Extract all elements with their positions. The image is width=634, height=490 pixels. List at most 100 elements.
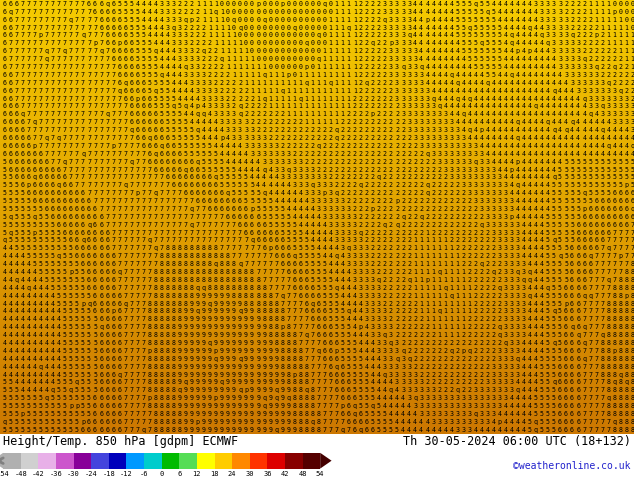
Text: 9: 9 [202, 387, 206, 393]
Text: 2: 2 [220, 64, 224, 70]
Text: 8: 8 [196, 245, 200, 251]
Text: 5: 5 [244, 190, 248, 196]
Text: 2: 2 [323, 135, 327, 141]
Text: 4: 4 [45, 332, 49, 338]
Text: 7: 7 [594, 356, 598, 362]
Text: 3: 3 [564, 17, 568, 23]
Text: 2: 2 [443, 174, 448, 180]
Text: 2: 2 [450, 221, 453, 228]
Text: 6: 6 [93, 214, 97, 220]
Text: 6: 6 [287, 261, 290, 267]
Text: 7: 7 [136, 411, 139, 417]
Text: 4: 4 [534, 198, 538, 204]
Text: 4: 4 [474, 135, 477, 141]
Text: 5: 5 [462, 17, 465, 23]
Text: 7: 7 [63, 119, 67, 125]
Text: 3: 3 [564, 64, 568, 70]
Text: 9: 9 [220, 324, 224, 330]
Text: 3: 3 [292, 159, 296, 165]
Text: 3: 3 [606, 88, 611, 94]
Text: q: q [576, 332, 580, 338]
Text: 7: 7 [588, 300, 592, 307]
Text: q: q [479, 221, 484, 228]
Text: 2: 2 [486, 348, 489, 354]
Text: 6: 6 [328, 348, 333, 354]
Text: 2: 2 [304, 159, 308, 165]
Text: 2: 2 [383, 80, 387, 86]
Text: 4: 4 [534, 245, 538, 251]
Text: 1: 1 [353, 40, 357, 47]
Text: 5: 5 [208, 151, 212, 157]
Text: 0: 0 [299, 9, 302, 15]
Text: 5: 5 [474, 17, 477, 23]
Text: 9: 9 [184, 411, 188, 417]
Text: 3: 3 [196, 56, 200, 62]
Text: 7: 7 [165, 198, 169, 204]
Text: 2: 2 [365, 88, 369, 94]
Text: 6: 6 [335, 371, 339, 377]
Text: 6: 6 [33, 190, 37, 196]
Text: 6: 6 [105, 230, 109, 236]
Text: 2: 2 [365, 32, 369, 39]
Text: 2: 2 [365, 190, 369, 196]
Text: 7: 7 [129, 190, 133, 196]
Text: 7: 7 [9, 56, 13, 62]
Text: 6: 6 [630, 190, 634, 196]
Text: 8: 8 [280, 317, 284, 322]
Text: 5: 5 [558, 182, 562, 188]
Text: 3: 3 [588, 64, 592, 70]
Text: 7: 7 [624, 238, 628, 244]
Text: 8: 8 [612, 332, 616, 338]
Text: 8: 8 [153, 371, 157, 377]
Text: 4: 4 [540, 269, 544, 275]
Text: 7: 7 [87, 72, 91, 78]
Text: 6: 6 [196, 198, 200, 204]
Text: 3: 3 [503, 293, 508, 299]
Text: 3: 3 [503, 253, 508, 259]
Text: 4: 4 [552, 143, 556, 149]
Text: 4: 4 [141, 17, 145, 23]
Text: 9: 9 [196, 411, 200, 417]
Text: 7: 7 [123, 174, 127, 180]
Text: 9: 9 [256, 317, 260, 322]
Text: 2: 2 [474, 285, 477, 291]
Text: 6: 6 [570, 285, 574, 291]
Text: 1: 1 [316, 88, 321, 94]
Text: 5: 5 [63, 293, 67, 299]
Text: p: p [498, 419, 501, 425]
Text: 3: 3 [479, 419, 484, 425]
Text: 2: 2 [280, 127, 284, 133]
Text: 2: 2 [250, 103, 254, 109]
Text: 9: 9 [238, 340, 242, 346]
Text: 2: 2 [479, 300, 484, 307]
Text: 6: 6 [564, 293, 568, 299]
Text: 3: 3 [401, 103, 405, 109]
Text: 2: 2 [401, 317, 405, 322]
Text: 5: 5 [552, 206, 556, 212]
Text: 4: 4 [401, 395, 405, 401]
Text: 2: 2 [365, 143, 369, 149]
Text: 6: 6 [15, 127, 18, 133]
Text: 2: 2 [365, 238, 369, 244]
Text: 7: 7 [69, 159, 73, 165]
Text: 7: 7 [15, 48, 18, 54]
Text: 7: 7 [33, 40, 37, 47]
Text: 7: 7 [39, 24, 42, 30]
Text: 5: 5 [184, 119, 188, 125]
Text: 4: 4 [455, 72, 460, 78]
Text: 7: 7 [311, 364, 314, 369]
Text: 2: 2 [395, 245, 399, 251]
Text: 4: 4 [9, 308, 13, 315]
Text: q: q [250, 238, 254, 244]
Text: 2: 2 [371, 245, 375, 251]
Text: 2: 2 [413, 198, 417, 204]
Text: 5: 5 [304, 261, 308, 267]
Text: 7: 7 [280, 269, 284, 275]
Text: 6: 6 [311, 285, 314, 291]
Text: 4: 4 [45, 371, 49, 377]
Text: 3: 3 [299, 159, 302, 165]
Text: 4: 4 [522, 198, 526, 204]
Text: q: q [558, 253, 562, 259]
Bar [0, 11, 634, 13]
Text: 9: 9 [262, 371, 266, 377]
